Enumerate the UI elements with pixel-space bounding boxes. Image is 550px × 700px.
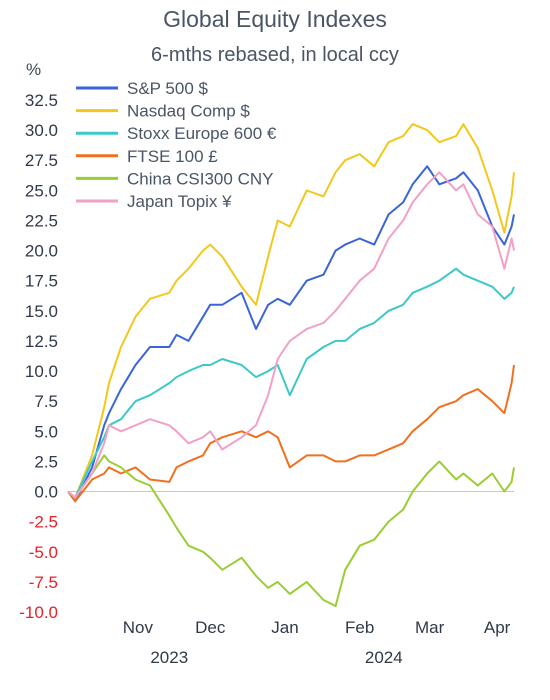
x-tick-label: Jan <box>271 618 298 637</box>
y-tick-label: -10.0 <box>19 603 58 622</box>
y-tick-label: -7.5 <box>29 573 58 592</box>
y-tick-label: 25.0 <box>25 181 58 200</box>
x-tick-label: Apr <box>484 618 511 637</box>
legend-label: FTSE 100 £ <box>127 147 218 166</box>
legend-label: S&P 500 $ <box>127 79 209 98</box>
y-tick-label: 22.5 <box>25 211 58 230</box>
y-tick-label: 5.0 <box>34 422 58 441</box>
x-tick-label: Mar <box>415 618 445 637</box>
legend-label: Stoxx Europe 600 € <box>127 124 277 143</box>
x-year-label: 2024 <box>365 648 403 667</box>
series-line <box>67 454 515 607</box>
y-tick-label: 17.5 <box>25 272 58 291</box>
series-line <box>67 123 515 499</box>
axis-layer: 32.5 30.0 27.5 25.0 22.5 20.0 17.5 15.0 12.5 10.0… <box>19 91 514 667</box>
x-tick-label: Feb <box>345 618 374 637</box>
y-tick-label: -2.5 <box>29 513 58 532</box>
y-tick-label: 7.5 <box>34 392 58 411</box>
chart-title: Global Equity Indexes <box>163 6 387 32</box>
y-tick-label: 0.0 <box>34 483 58 502</box>
legend: S&P 500 $ Nasdaq Comp $ Stoxx Europe 600 €… <box>76 79 277 211</box>
chart-subtitle: 6-mths rebased, in local ccy <box>151 44 399 66</box>
series-layer <box>67 123 515 607</box>
y-tick-label: 20.0 <box>25 242 58 261</box>
series-line <box>67 165 515 503</box>
y-tick-label: 10.0 <box>25 362 58 381</box>
legend-label: Japan Topix ¥ <box>127 192 232 211</box>
y-tick-label: 15.0 <box>25 302 58 321</box>
legend-label: Nasdaq Comp $ <box>127 102 250 121</box>
y-tick-label: 32.5 <box>25 91 58 110</box>
y-tick-label: 30.0 <box>25 121 58 140</box>
y-tick-label: 2.5 <box>34 452 58 471</box>
x-tick-label: Nov <box>123 618 154 637</box>
y-tick-label: 12.5 <box>25 332 58 351</box>
y-axis-unit-label: % <box>26 60 42 79</box>
x-year-label: 2023 <box>150 648 188 667</box>
x-tick-label: Dec <box>195 618 226 637</box>
series-line <box>67 267 515 499</box>
y-tick-label: 27.5 <box>25 151 58 170</box>
series-line <box>67 364 515 503</box>
series-line <box>67 171 515 499</box>
y-tick-label: -5.0 <box>29 543 58 562</box>
legend-label: China CSI300 CNY <box>127 169 273 188</box>
